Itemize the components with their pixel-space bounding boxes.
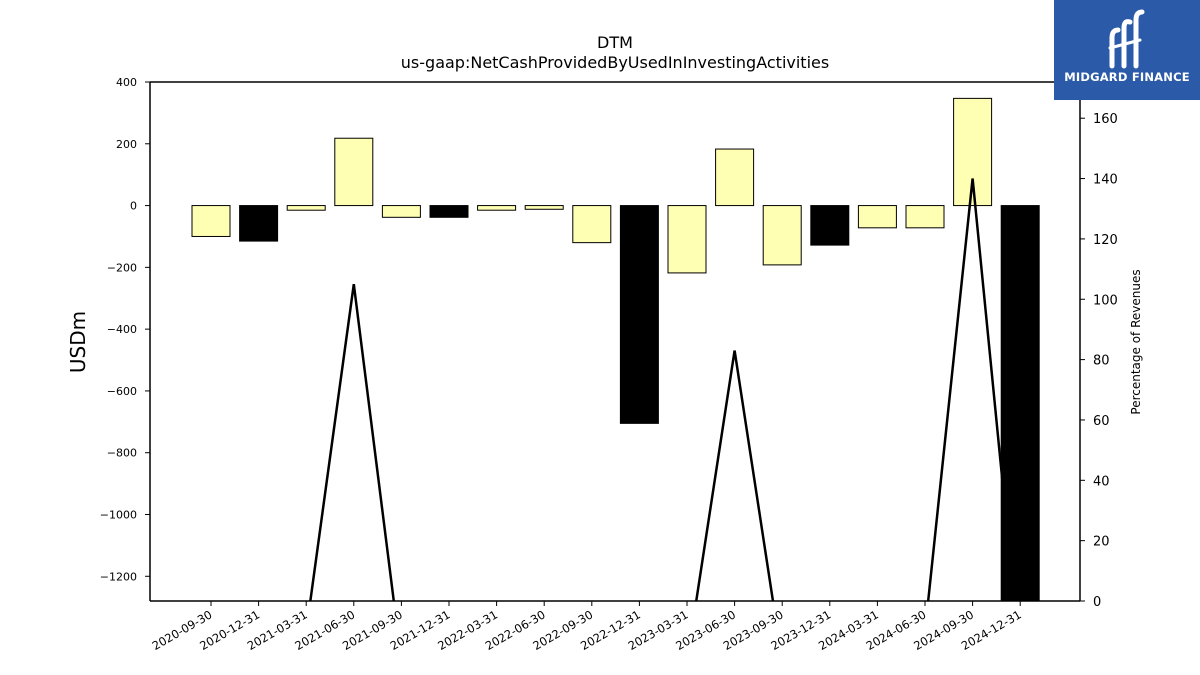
y-tick-label: 200 [116, 138, 137, 151]
chart-title: DTM [597, 33, 633, 52]
logo-text: MIDGARD FINANCE [1064, 70, 1190, 84]
bar-2022-12-31 [619, 205, 659, 424]
bar-2024-03-31 [857, 205, 897, 229]
y2-axis-label: Percentage of Revenues [1129, 269, 1143, 414]
bar-2021-09-30 [381, 205, 421, 218]
bar-2023-03-31 [667, 205, 707, 274]
y-tick-label: 0 [130, 200, 137, 213]
y2-tick-label: 20 [1093, 535, 1110, 550]
percentage-line [309, 178, 1016, 601]
bar-2021-12-31 [429, 205, 469, 218]
y-tick-label: −400 [107, 323, 137, 336]
y2-tick-label: 160 [1093, 112, 1118, 127]
y2-tick-label: 100 [1093, 293, 1118, 308]
y-tick-label: 400 [116, 76, 137, 89]
y2-tick-label: 120 [1093, 233, 1118, 248]
y2-tick-label: 60 [1093, 414, 1110, 429]
bar-2022-03-31 [477, 205, 517, 211]
y2-tick-label: 0 [1093, 595, 1101, 610]
y-axis-label: USDm [66, 311, 90, 373]
bar-2020-09-30 [191, 205, 231, 237]
logo-mark-icon [1108, 9, 1145, 69]
bar-2024-12-31 [1000, 205, 1040, 602]
bar-2023-06-30 [715, 148, 755, 207]
bar-2022-09-30 [572, 205, 612, 244]
y2-tick-label: 80 [1093, 354, 1110, 369]
bars-group [191, 97, 1040, 602]
y-tick-label: −200 [107, 261, 137, 274]
bar-2021-03-31 [286, 205, 326, 211]
y-tick-label: −600 [107, 385, 137, 398]
bar-2023-09-30 [762, 205, 802, 266]
bar-2020-12-31 [239, 205, 279, 242]
bar-2021-06-30 [334, 137, 374, 207]
chart-subtitle: us-gaap:NetCashProvidedByUsedInInvesting… [401, 53, 829, 72]
bar-2023-12-31 [810, 205, 850, 246]
midgard-finance-logo: MIDGARD FINANCE [1054, 0, 1200, 100]
y-tick-label: −1200 [100, 570, 137, 583]
y-tick-label: −1000 [100, 509, 137, 522]
bar-2022-06-30 [524, 205, 564, 210]
y2-tick-label: 40 [1093, 474, 1110, 489]
bar-2024-06-30 [905, 205, 945, 229]
y-tick-label: −800 [107, 447, 137, 460]
line-group [309, 178, 1016, 601]
y2-tick-label: 140 [1093, 173, 1118, 188]
